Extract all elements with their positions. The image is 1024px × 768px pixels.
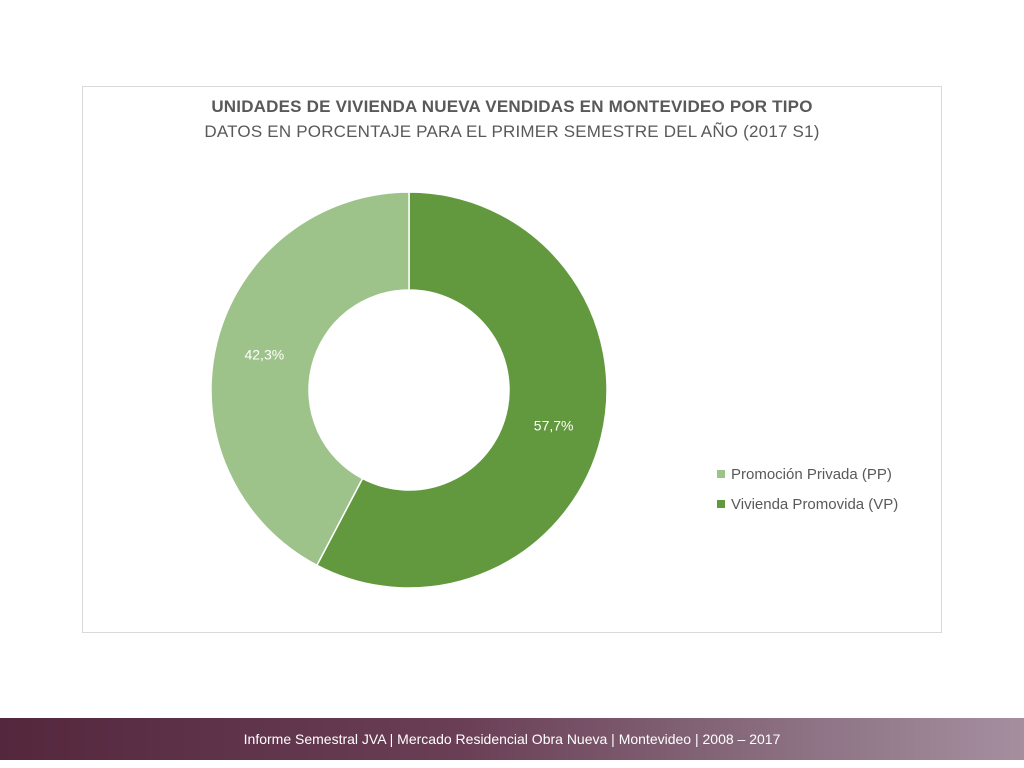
legend-swatch-pp (717, 470, 725, 478)
data-label-promocion-privada: 42,3% (244, 346, 284, 362)
slice-vivienda-promovida (315, 191, 608, 589)
legend-swatch-vp (717, 500, 725, 508)
chart-subtitle: DATOS EN PORCENTAJE PARA EL PRIMER SEMES… (204, 122, 820, 141)
chart-title: UNIDADES DE VIVIENDA NUEVA VENDIDAS EN M… (211, 97, 813, 116)
footer-bar: Informe Semestral JVA | Mercado Residenc… (0, 718, 1024, 760)
data-label-vivienda-promovida: 57,7% (534, 418, 574, 434)
legend-item-pp: Promoción Privada (PP) (717, 459, 898, 489)
legend-label-pp: Promoción Privada (PP) (731, 465, 892, 483)
slice-promocion-privada (210, 191, 410, 567)
legend: Promoción Privada (PP) Vivienda Promovid… (717, 459, 898, 519)
footer-text: Informe Semestral JVA | Mercado Residenc… (243, 731, 781, 747)
legend-item-vp: Vivienda Promovida (VP) (717, 489, 898, 519)
chart-area: UNIDADES DE VIVIENDA NUEVA VENDIDAS EN M… (82, 86, 942, 633)
donut-chart: 57,7% 42,3% (210, 191, 608, 589)
legend-label-vp: Vivienda Promovida (VP) (731, 495, 899, 513)
